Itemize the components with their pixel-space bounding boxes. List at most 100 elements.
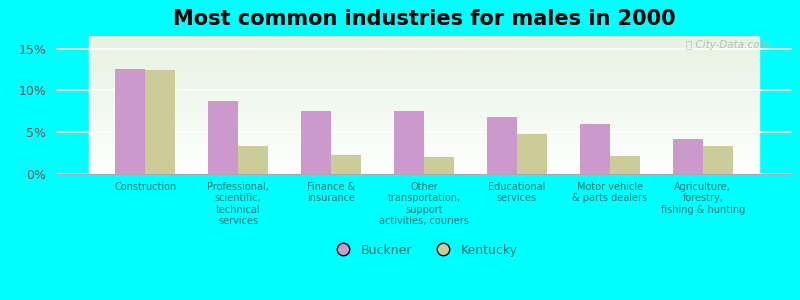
Bar (90, 169, 758, 170)
Bar (90, 151, 758, 152)
Bar (90, 127, 758, 128)
Bar (90, 77, 758, 79)
Bar (209, 101, 238, 174)
Bar (90, 148, 758, 149)
Bar (90, 155, 758, 156)
Bar (302, 111, 331, 174)
Bar (517, 134, 546, 174)
Bar (90, 97, 758, 98)
Bar (90, 88, 758, 90)
Bar (90, 51, 758, 52)
Bar (90, 108, 758, 109)
Bar (90, 47, 758, 48)
Bar (90, 52, 758, 54)
Bar (90, 66, 758, 68)
Bar (90, 131, 758, 133)
Bar (90, 105, 758, 106)
Bar (90, 110, 758, 112)
Bar (90, 91, 758, 93)
Bar (90, 106, 758, 108)
Bar (90, 159, 758, 160)
Bar (90, 135, 758, 137)
Bar (90, 69, 758, 70)
Bar (90, 102, 758, 104)
Bar (90, 93, 758, 94)
Bar (90, 167, 758, 169)
Bar (90, 145, 758, 146)
Bar (90, 57, 758, 58)
Bar (115, 70, 146, 174)
Bar (90, 164, 758, 166)
Bar (702, 146, 733, 174)
Bar (90, 87, 758, 88)
Bar (90, 158, 758, 159)
Legend: Buckner, Kentucky: Buckner, Kentucky (326, 238, 522, 262)
Bar (90, 160, 758, 162)
Bar (90, 61, 758, 62)
Bar (90, 103, 758, 105)
Bar (90, 86, 758, 87)
Bar (90, 120, 758, 122)
Bar (90, 117, 758, 119)
Bar (90, 68, 758, 69)
Bar (90, 130, 758, 131)
Bar (90, 146, 758, 148)
Bar (90, 38, 758, 39)
Bar (90, 75, 758, 76)
Bar (90, 156, 758, 158)
Bar (90, 94, 758, 95)
Bar (90, 113, 758, 115)
Bar (90, 39, 758, 40)
Bar (90, 46, 758, 47)
Bar (90, 83, 758, 84)
Bar (90, 79, 758, 80)
Bar (90, 101, 758, 102)
Bar (90, 65, 758, 66)
Bar (90, 128, 758, 130)
Text: ⓘ City-Data.com: ⓘ City-Data.com (686, 40, 770, 50)
Bar (90, 153, 758, 155)
Bar (90, 95, 758, 97)
Bar (331, 155, 361, 174)
Bar (90, 80, 758, 82)
Bar (90, 170, 758, 171)
Bar (90, 124, 758, 126)
Bar (90, 82, 758, 83)
Bar (90, 54, 758, 55)
Bar (90, 123, 758, 124)
Bar (90, 152, 758, 153)
Bar (90, 59, 758, 61)
Bar (580, 124, 610, 174)
Title: Most common industries for males in 2000: Most common industries for males in 2000 (173, 9, 675, 29)
Bar (90, 41, 758, 43)
Bar (90, 48, 758, 50)
Bar (90, 122, 758, 123)
Bar (90, 133, 758, 134)
Bar (90, 84, 758, 86)
Bar (673, 139, 702, 174)
Bar (146, 70, 175, 174)
Bar (90, 119, 758, 120)
Bar (90, 76, 758, 77)
Bar (90, 141, 758, 142)
Bar (90, 115, 758, 116)
Bar (90, 98, 758, 100)
Bar (90, 43, 758, 44)
Bar (238, 146, 268, 174)
Bar (90, 149, 758, 151)
Bar (90, 72, 758, 73)
Bar (90, 109, 758, 110)
Bar (487, 117, 517, 174)
Bar (90, 112, 758, 113)
Bar (90, 100, 758, 101)
Bar (394, 111, 424, 174)
Bar (90, 58, 758, 59)
Bar (90, 50, 758, 51)
Bar (90, 142, 758, 144)
Bar (90, 36, 758, 38)
Bar (90, 171, 758, 172)
Bar (90, 163, 758, 164)
Bar (90, 55, 758, 57)
Bar (90, 172, 758, 174)
Bar (90, 70, 758, 72)
